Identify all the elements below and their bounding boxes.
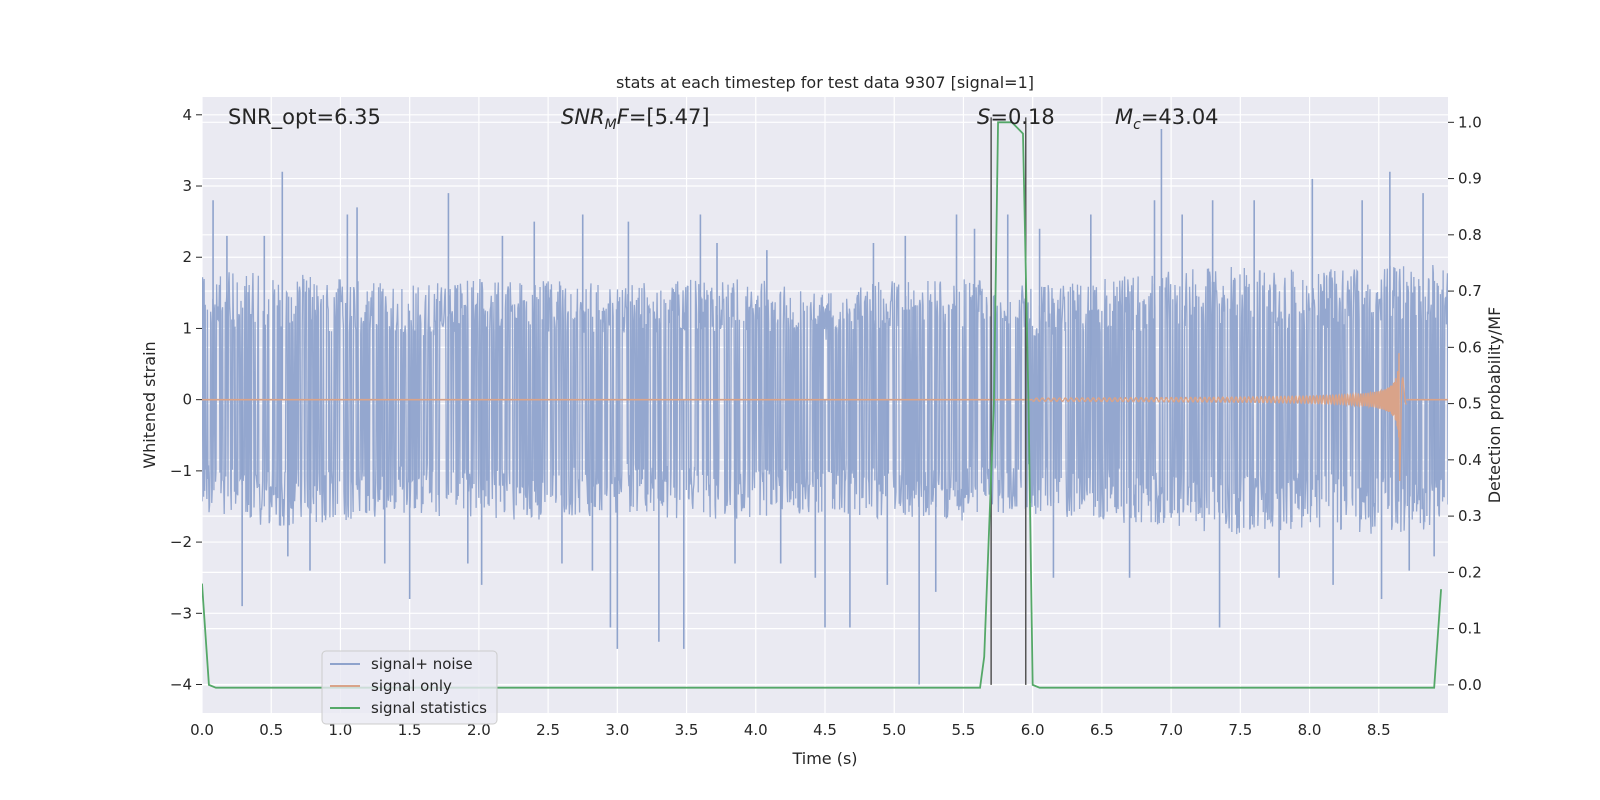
y-tick-label: 4 [182,106,192,124]
y-tick-label: 2 [182,248,192,266]
x-axis-ticks: 0.0 0.5 1.0 1.5 2.0 2.5 3.0 3.5 4.0 4.5 5.0 5.5 6.0 6… [190,721,1391,739]
y-tick-label: −4 [170,676,192,694]
y-right-tick-label: 1.0 [1458,113,1482,131]
annotation-mc-value: =43.04 [1141,105,1219,129]
x-tick-label: 3.5 [675,721,699,739]
annotation-snr-mf-value: =[5.47] [629,105,710,129]
x-tick-label: 4.0 [744,721,768,739]
y-right-tick-label: 0.9 [1458,170,1482,188]
x-tick-label: 2.5 [536,721,560,739]
y-right-tick-label: 0.8 [1458,226,1482,244]
y-tick-label: −1 [170,462,192,480]
left-axis-ticks: 4 3 2 1 0 −1 −2 −3 −4 [170,106,202,694]
y-axis-label: Whitened strain [140,341,159,468]
y-tick-label: −2 [170,533,192,551]
legend-label-signal-plus-noise: signal+ noise [371,655,473,673]
y-right-tick-label: 0.6 [1458,338,1482,356]
x-tick-label: 8.5 [1367,721,1391,739]
legend: signal+ noise signal only signal statist… [321,650,498,725]
annotation-snr-opt: SNR_opt=6.35 [228,105,381,130]
x-tick-label: 2.0 [467,721,491,739]
x-tick-label: 3.0 [605,721,629,739]
y-tick-label: −3 [170,604,192,622]
x-tick-label: 7.5 [1228,721,1252,739]
legend-label-signal-only: signal only [371,677,452,695]
y-right-tick-label: 0.5 [1458,395,1482,413]
y-right-tick-label: 0.0 [1458,676,1482,694]
x-tick-label: 1.0 [329,721,353,739]
signal-chirp [1032,353,1407,481]
x-tick-label: 4.5 [813,721,837,739]
x-tick-label: 6.5 [1090,721,1114,739]
legend-label-signal-statistics: signal statistics [371,699,487,717]
annotation-mc: Mc=43.04 [1115,105,1219,133]
series-signal-only [202,353,1448,481]
right-axis-ticks: 1.0 0.9 0.8 0.7 0.6 0.5 0.4 0.3 0.2 0.1 0.0 [1448,113,1482,694]
y-right-tick-label: 0.1 [1458,620,1482,638]
x-tick-label: 7.0 [1159,721,1183,739]
y-tick-label: 0 [182,391,192,409]
x-tick-label: 5.5 [952,721,976,739]
chart-title: stats at each timestep for test data 930… [616,73,1034,92]
x-tick-label: 6.0 [1021,721,1045,739]
vertical-markers [990,117,1027,685]
legend-box [321,650,498,725]
y-right-tick-label: 0.7 [1458,282,1482,300]
y-tick-label: 1 [182,319,192,337]
y-right-tick-label: 0.3 [1458,507,1482,525]
y-right-tick-label: 0.4 [1458,451,1482,469]
annotation-s: S=0.18 [977,105,1055,129]
annotation-snr-mf: SNRMF=[5.47] [561,105,710,133]
x-axis-label: Time (s) [791,749,857,768]
x-tick-label: 0.0 [190,721,214,739]
x-tick-label: 1.5 [398,721,422,739]
annotation-s-value: =0.18 [990,105,1054,129]
series-signal-plus-noise [202,129,1448,685]
x-tick-label: 8.0 [1298,721,1322,739]
x-tick-label: 0.5 [259,721,283,739]
y-right-tick-label: 0.2 [1458,563,1482,581]
x-tick-label: 5.0 [882,721,906,739]
y-tick-label: 3 [182,177,192,195]
noise-trace [202,264,1448,535]
y-axis-right-label: Detection probability/MF [1485,307,1504,504]
